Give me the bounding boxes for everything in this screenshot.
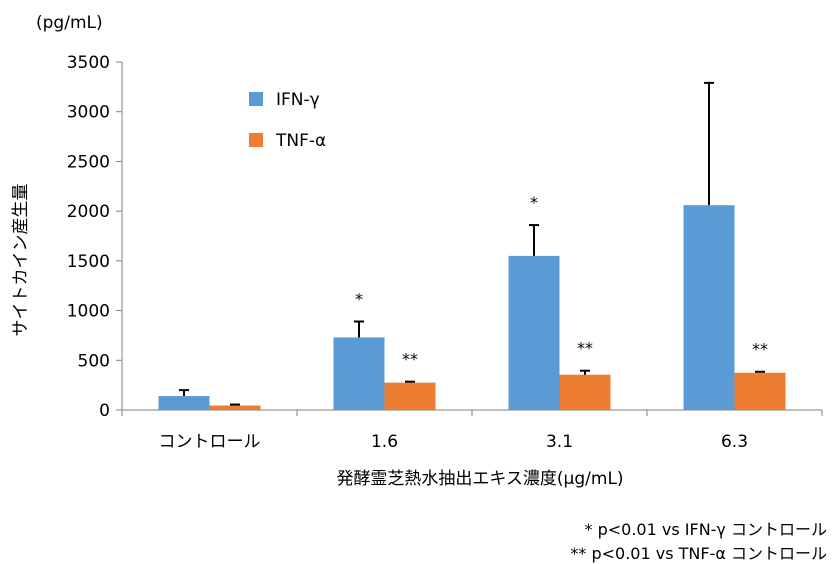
bar [734, 372, 786, 410]
x-tick-label: 6.3 [721, 432, 748, 452]
category-labels: コントロール 1.6 3.1 6.3 [159, 432, 749, 452]
x-axis-title: 発酵霊芝熱水抽出エキス濃度(μg/mL) [336, 469, 623, 489]
x-tick-label: 1.6 [371, 432, 398, 452]
significance-marker: * [355, 290, 363, 309]
legend-label: IFN-γ [276, 90, 320, 110]
y-axis-title: サイトカイン産生量 [11, 184, 31, 337]
legend-swatch [249, 92, 263, 106]
y-tick-label: 2000 [67, 202, 110, 222]
significance-marker: ** [577, 339, 593, 358]
y-tick-label: 3000 [67, 103, 110, 123]
y-tick-label: 500 [78, 351, 110, 371]
y-unit-label: (pg/mL) [36, 13, 103, 33]
legend-label: TNF-α [275, 131, 326, 151]
y-tick-label: 1000 [67, 302, 110, 322]
bar [508, 255, 560, 410]
legend: IFN-γ TNF-α [249, 90, 326, 151]
significance-marker: * [530, 193, 538, 212]
bar [333, 337, 385, 410]
y-tick-label: 0 [99, 401, 110, 421]
bar [559, 374, 611, 410]
footnote-tnf: ** p<0.01 vs TNF-α コントロール [570, 544, 827, 563]
y-tick-label: 1500 [67, 252, 110, 272]
y-ticks: 0 500 1000 1500 2000 2500 3000 3500 [67, 53, 122, 421]
bar [384, 382, 436, 410]
bar [209, 405, 261, 410]
significance-marker: ** [752, 340, 768, 359]
bar [158, 396, 210, 410]
significance-marker: ** [402, 350, 418, 369]
legend-swatch [249, 133, 263, 147]
x-tick-label: コントロール [159, 432, 261, 452]
bar [683, 205, 735, 410]
y-tick-label: 2500 [67, 152, 110, 172]
y-tick-label: 3500 [67, 53, 110, 73]
bars: ****** ** [158, 81, 786, 410]
x-tick-label: 3.1 [546, 432, 573, 452]
footnote-ifn: * p<0.01 vs IFN-γ コントロール [584, 520, 827, 539]
